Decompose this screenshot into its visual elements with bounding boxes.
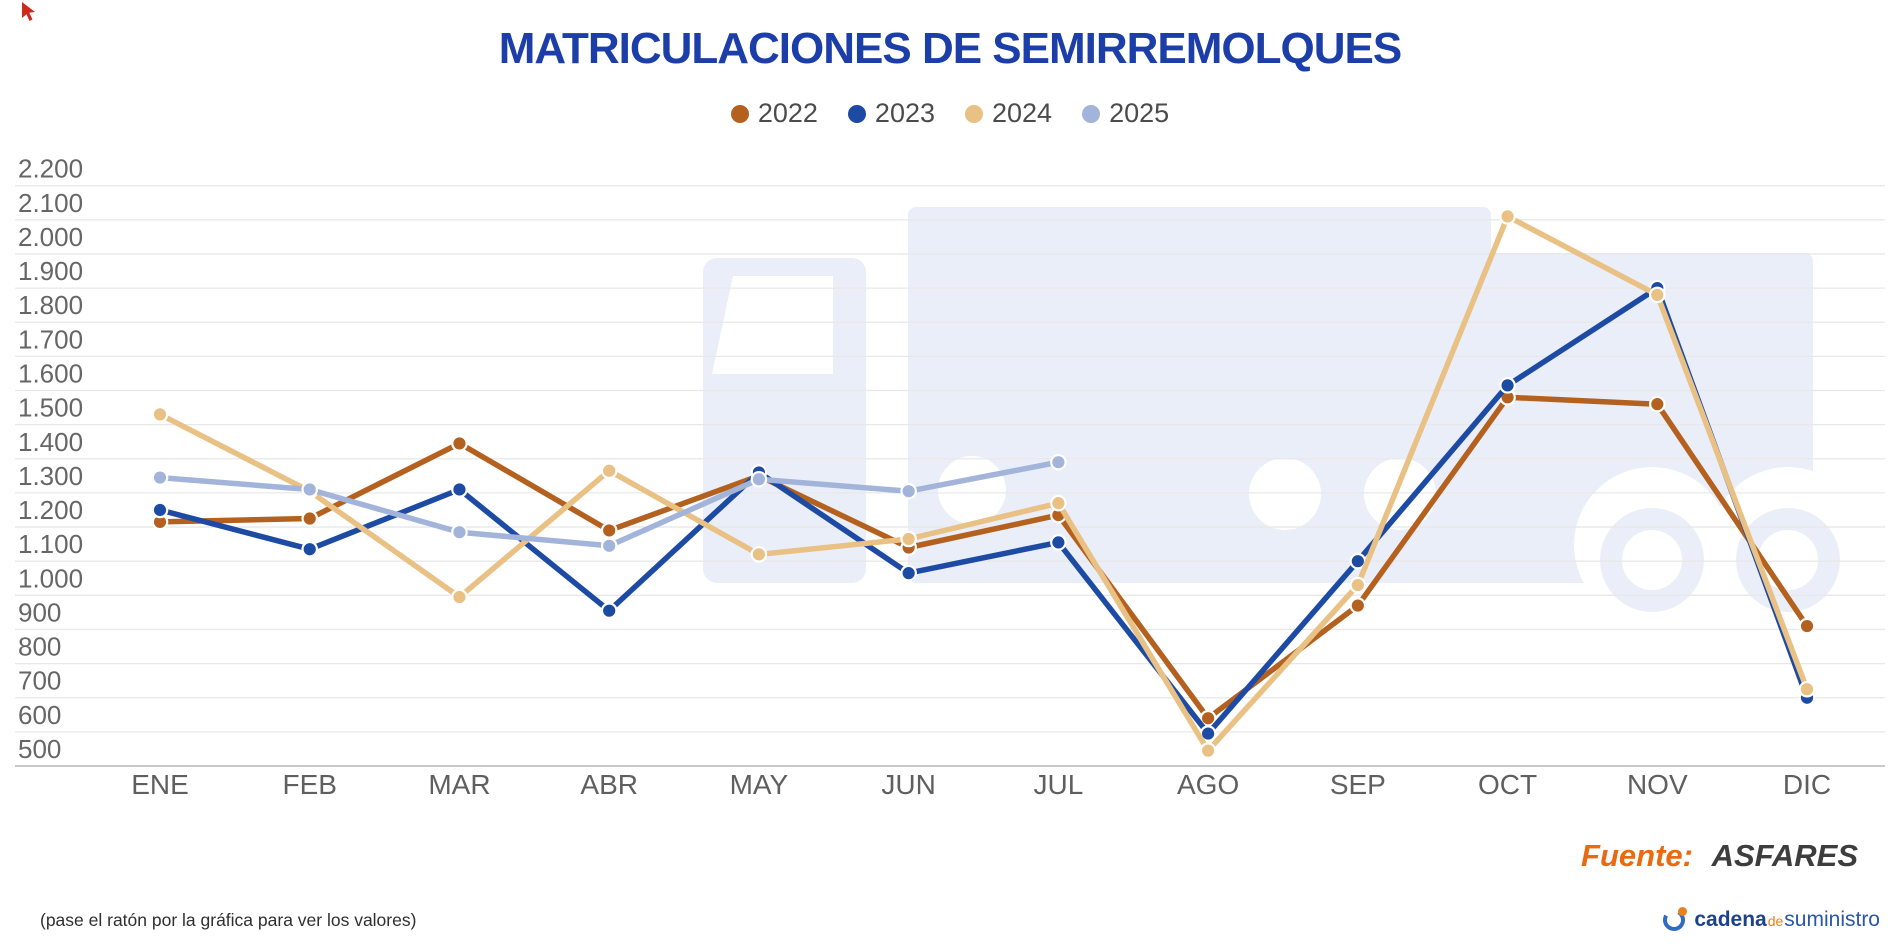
month-label: ABR <box>580 769 638 800</box>
data-point-2024-MAY[interactable] <box>750 546 768 563</box>
data-point-2025-JUN[interactable] <box>900 482 917 500</box>
data-point-2023-JUL[interactable] <box>1050 534 1067 551</box>
legend-dot-2023 <box>847 104 866 123</box>
data-point-2025-FEB[interactable] <box>301 481 319 498</box>
y-tick-label: 1.600 <box>18 359 83 389</box>
y-tick-label: 600 <box>18 700 61 730</box>
y-tick-label: 700 <box>18 666 61 696</box>
data-point-2022-FEB[interactable] <box>301 510 319 527</box>
data-point-2024-JUN[interactable] <box>900 530 917 548</box>
data-point-2024-OCT[interactable] <box>1499 208 1516 225</box>
source-note: Fuente: ASFARES <box>1581 838 1858 874</box>
y-tick-label: 1.700 <box>18 324 83 354</box>
month-label: DIC <box>1783 769 1831 800</box>
data-point-2022-SEP[interactable] <box>1349 597 1367 614</box>
y-tick-label: 1.300 <box>18 461 83 491</box>
series-line-2023[interactable] <box>157 285 1810 737</box>
month-label: JUL <box>1033 769 1083 800</box>
legend-label: 2025 <box>1109 98 1170 128</box>
data-point-2025-ABR[interactable] <box>600 537 618 555</box>
data-point-2023-ENE[interactable] <box>151 501 169 519</box>
cursor-icon <box>22 2 35 21</box>
y-tick-label: 1.500 <box>18 393 83 423</box>
y-tick-label: 800 <box>18 632 61 662</box>
legend: 2022 2023 2024 2025 <box>0 98 1900 129</box>
hover-hint: (pase el ratón por la gráfica para ver l… <box>40 910 417 930</box>
data-point-2023-JUN[interactable] <box>900 564 917 582</box>
data-point-2024-AGO[interactable] <box>1199 742 1217 759</box>
brand-logo-icon <box>1663 907 1688 931</box>
data-point-2025-MAY[interactable] <box>750 470 768 488</box>
legend-dot-2022 <box>730 104 749 123</box>
legend-label: 2022 <box>757 98 818 128</box>
month-label: SEP <box>1330 769 1386 800</box>
data-point-2022-NOV[interactable] <box>1649 395 1666 413</box>
source-value: ASFARES <box>1711 838 1858 873</box>
data-point-2025-JUL[interactable] <box>1050 453 1067 471</box>
data-point-2022-MAR[interactable] <box>451 435 468 452</box>
data-point-2024-MAR[interactable] <box>451 588 468 606</box>
month-label: AGO <box>1177 769 1239 800</box>
month-label: MAR <box>428 769 490 800</box>
series-line-2022[interactable] <box>157 394 1810 721</box>
data-point-2024-JUL[interactable] <box>1050 494 1067 512</box>
y-tick-label: 500 <box>18 734 61 764</box>
y-tick-label: 1.100 <box>18 529 83 559</box>
source-label: Fuente: <box>1581 838 1693 873</box>
data-point-2024-ENE[interactable] <box>151 406 169 423</box>
y-tick-label: 1.900 <box>18 256 83 286</box>
data-point-2023-MAR[interactable] <box>451 481 468 498</box>
brand-logo[interactable]: cadenadesuministro <box>1661 906 1880 933</box>
legend-item-2023[interactable]: 2023 <box>847 98 935 129</box>
legend-item-2024[interactable]: 2024 <box>965 98 1052 129</box>
data-point-2022-ABR[interactable] <box>600 522 618 539</box>
month-label: FEB <box>282 769 336 800</box>
month-label: ENE <box>131 769 189 800</box>
brand-logo-text: cadenadesuministro <box>1694 907 1880 931</box>
y-tick-label: 900 <box>18 597 61 627</box>
legend-dot-2024 <box>965 104 983 123</box>
data-point-2022-DIC[interactable] <box>1798 617 1816 635</box>
y-tick-label: 1.800 <box>18 290 83 320</box>
data-point-2025-MAR[interactable] <box>451 523 468 541</box>
month-label: MAY <box>730 769 789 800</box>
data-point-2025-ENE[interactable] <box>151 469 169 486</box>
month-label: NOV <box>1627 769 1688 800</box>
data-point-2024-DIC[interactable] <box>1798 680 1816 698</box>
legend-label: 2024 <box>992 98 1053 128</box>
legend-item-2022[interactable]: 2022 <box>730 98 818 129</box>
data-point-2024-SEP[interactable] <box>1349 576 1367 594</box>
y-tick-label: 1.400 <box>18 427 83 457</box>
data-point-2023-ABR[interactable] <box>600 602 618 619</box>
y-tick-label: 2.000 <box>18 222 83 252</box>
grid: 2.200 2.100 2.000 1.900 1.800 1.700 1.600 1.500… <box>15 154 1885 767</box>
legend-item-2025[interactable]: 2025 <box>1082 98 1169 129</box>
month-label: OCT <box>1478 769 1537 800</box>
data-point-2024-NOV[interactable] <box>1649 286 1666 304</box>
y-tick-label: 1.000 <box>18 563 83 593</box>
legend-label: 2023 <box>874 98 935 128</box>
y-tick-label: 2.100 <box>18 188 83 218</box>
y-tick-label: 1.200 <box>18 495 83 525</box>
y-tick-label: 2.200 <box>18 154 83 184</box>
page-title: MATRICULACIONES DE SEMIRREMOLQUES <box>498 24 1402 73</box>
data-point-2023-FEB[interactable] <box>301 540 319 558</box>
series-line-2024[interactable] <box>157 213 1810 754</box>
data-point-2023-OCT[interactable] <box>1499 377 1516 394</box>
month-label: JUN <box>881 769 935 800</box>
data-point-2024-ABR[interactable] <box>600 462 618 480</box>
legend-dot-2025 <box>1082 104 1101 123</box>
